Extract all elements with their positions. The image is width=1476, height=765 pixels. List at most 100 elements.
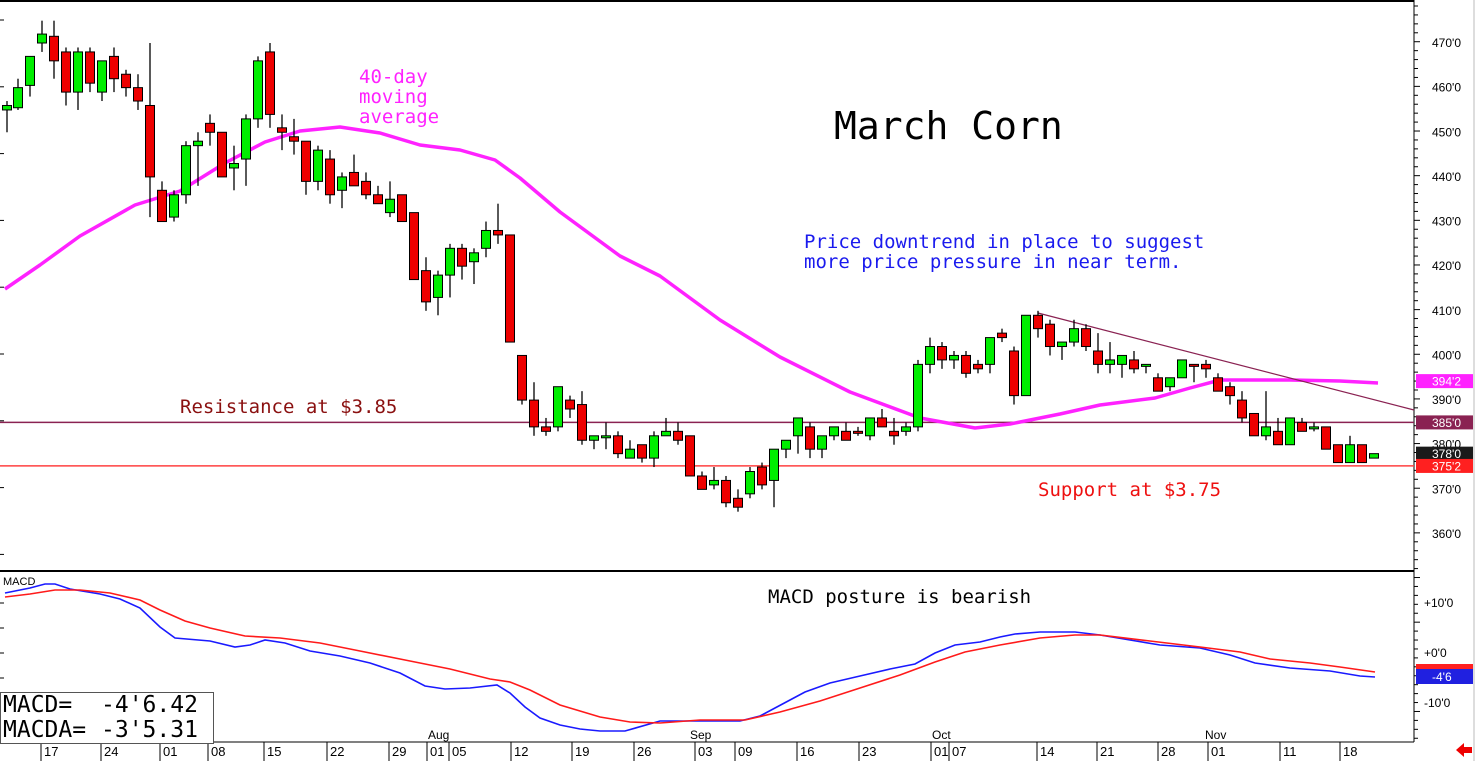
date-tick-label: 28 [1161, 744, 1175, 759]
candle [1249, 412, 1259, 437]
candle [1105, 342, 1115, 374]
candle [349, 154, 359, 187]
candle [841, 422, 851, 441]
price-tick-label: 370'0 [1432, 482, 1461, 496]
candle [949, 350, 959, 369]
candle [1297, 417, 1307, 432]
candle [1369, 453, 1379, 459]
candle [217, 131, 227, 178]
svg-text:378'0: 378'0 [1432, 447, 1461, 461]
candle [1081, 324, 1091, 351]
candle [229, 145, 239, 191]
candle [1129, 350, 1139, 374]
macda-readout-label: MACDA= [3, 717, 87, 743]
candle [1273, 417, 1283, 446]
candle [397, 194, 407, 223]
candle [553, 386, 563, 432]
candle [985, 337, 995, 374]
candle [457, 243, 467, 280]
candle [1165, 377, 1175, 392]
candle [1321, 426, 1331, 450]
candle [1033, 310, 1043, 338]
date-tick-label: 15 [267, 744, 281, 759]
candle [577, 391, 587, 445]
macda-readout-value: -3'5.31 [101, 717, 198, 743]
candle [133, 74, 143, 110]
candle [361, 172, 371, 200]
candle [829, 426, 839, 441]
month-label: Nov [1205, 728, 1226, 742]
candle [505, 234, 515, 343]
macd-tick-label: -10'0 [1424, 696, 1451, 710]
candle [745, 467, 755, 499]
svg-text:394'2: 394'2 [1432, 375, 1461, 389]
price-tick-label: 420'0 [1432, 259, 1461, 273]
candle [49, 20, 59, 79]
candle [1057, 341, 1067, 360]
date-tick-label: 14 [1040, 744, 1054, 759]
candle [733, 489, 743, 512]
candle [565, 395, 575, 418]
candle [37, 20, 47, 52]
date-tick-label: 07 [952, 744, 966, 759]
candle [661, 417, 671, 437]
date-axis-labels: 17 24 01 08 15 22 29 01 05 12 19 26 03 09 16 23 01 07 14 21… [40, 728, 1357, 761]
ma-label-line3: average [359, 106, 439, 128]
ma-label-line1: 40-day [359, 66, 428, 88]
candle [169, 190, 179, 222]
candle [469, 248, 479, 285]
candle [61, 47, 71, 106]
candle [1285, 417, 1295, 446]
macd-readout-row: MACD= -4'6.42 [3, 693, 207, 718]
candle [1009, 346, 1019, 405]
candle [409, 212, 419, 281]
price-tick-label: 460'0 [1432, 81, 1461, 95]
date-tick-label: 16 [800, 744, 814, 759]
price-tick-label: 470'0 [1432, 36, 1461, 50]
macd-readout-value: -4'6.42 [101, 692, 198, 718]
date-tick-label: 18 [1343, 744, 1357, 759]
date-tick-label: 01 [1211, 744, 1225, 759]
scroll-back-arrow-icon[interactable] [1456, 743, 1472, 757]
svg-text:375'2: 375'2 [1432, 459, 1461, 473]
macd-tick-label: +10'0 [1424, 596, 1454, 610]
candle [385, 181, 395, 218]
price-tick-label: 450'0 [1432, 125, 1461, 139]
candle [121, 69, 131, 97]
candle [1189, 363, 1199, 383]
support-label: Support at $3.75 [1038, 479, 1221, 501]
candle [757, 462, 767, 490]
candle [805, 422, 815, 459]
candle [1117, 354, 1127, 378]
macda-line [4, 589, 1376, 724]
candle [961, 350, 971, 378]
candle [313, 145, 323, 191]
month-label: Aug [428, 728, 449, 742]
candle [601, 422, 611, 450]
candle [997, 328, 1007, 343]
price-tick-label: 440'0 [1432, 170, 1461, 184]
macd-lines [4, 583, 1376, 732]
resistance-label: Resistance at $3.85 [180, 396, 397, 418]
price-axis-labels: 470'0 460'0 450'0 440'0 430'0 420'0 410'0 400'0… [1432, 36, 1461, 541]
price-marker: 385'0 [1416, 415, 1473, 430]
date-tick-label: 01 [430, 744, 444, 759]
price-tick-label: 410'0 [1432, 304, 1461, 318]
candle [25, 55, 35, 97]
candle [337, 172, 347, 209]
candle [253, 56, 263, 128]
candle [1021, 314, 1031, 397]
candle [1201, 359, 1211, 378]
candle [205, 114, 215, 146]
macd-tick-label: +0'0 [1424, 646, 1447, 660]
date-tick-label: 01 [163, 744, 177, 759]
candle [1141, 363, 1151, 374]
candle [541, 417, 551, 436]
candle [97, 60, 107, 102]
candle [877, 409, 887, 428]
price-tick-label: 390'0 [1432, 393, 1461, 407]
candle [793, 417, 803, 454]
candle [889, 417, 899, 445]
